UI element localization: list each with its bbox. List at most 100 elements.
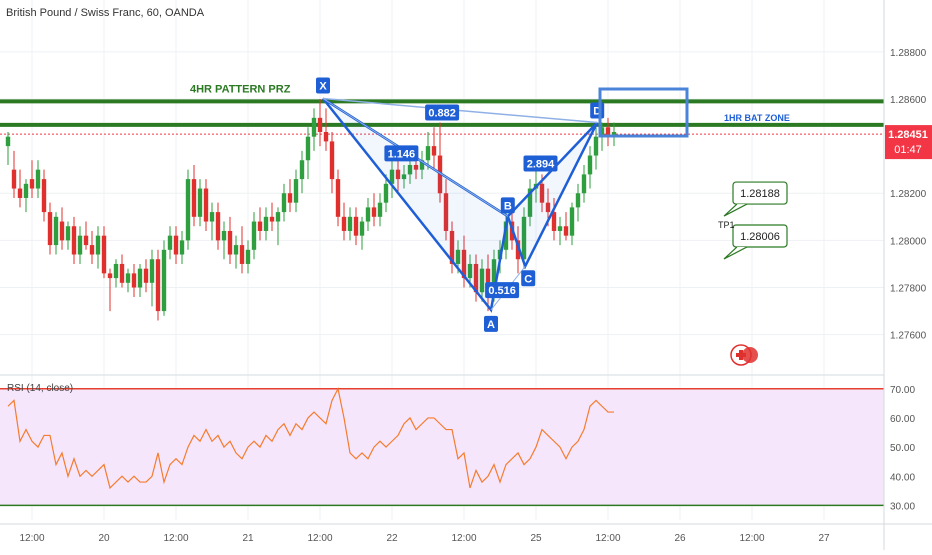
candle-body [77, 235, 83, 255]
pattern-point-badge [500, 197, 515, 214]
pattern-point-badge [521, 270, 536, 287]
target-tag: TP1 [718, 220, 735, 230]
candle-body [407, 164, 413, 175]
time-tick-label: 12:00 [595, 533, 620, 544]
candle-body [395, 169, 401, 180]
candle-body [239, 245, 245, 264]
candle-body [593, 136, 599, 156]
candle-body [155, 259, 161, 312]
candle-body [425, 146, 431, 161]
candle-body [257, 221, 263, 231]
candle-body [527, 188, 533, 217]
price-tick-label: 1.28600 [890, 95, 927, 106]
ratio-label: 0.516 [488, 285, 516, 297]
rsi-band [0, 388, 884, 506]
candle-body [419, 160, 425, 170]
candle-body [335, 179, 341, 217]
candle-body [611, 131, 617, 137]
level-label-prz: 4HR PATTERN PRZ [190, 83, 291, 95]
target-pointer [723, 203, 748, 217]
pattern-point-a: A [487, 319, 495, 331]
candle-body [251, 221, 257, 250]
time-tick-label: 12:00 [19, 533, 44, 544]
candle-body [23, 183, 29, 198]
candle-body [71, 226, 77, 255]
candle-body [311, 117, 317, 137]
candle-body [563, 226, 569, 236]
rsi-line [7, 386, 614, 490]
last-price-label: 1.28451 [888, 129, 928, 141]
pattern-xd [322, 97, 598, 124]
candle-body [119, 263, 125, 283]
candle-body [569, 207, 575, 236]
candle-body [575, 193, 581, 208]
chart-title: British Pound / Swiss Franc, 60, OANDA [6, 7, 205, 19]
candle-body [35, 169, 41, 189]
time-tick-label: 12:00 [451, 533, 476, 544]
pattern-point-b: B [504, 200, 512, 212]
target-pointer [723, 246, 748, 260]
candle-body [263, 216, 269, 231]
candle-body [443, 193, 449, 231]
candle-body [389, 169, 395, 184]
candle-body [431, 146, 437, 156]
candle-body [143, 268, 149, 283]
candle-body [41, 179, 47, 213]
rsi-label: RSI (14, close) [7, 383, 73, 394]
candles [5, 98, 617, 321]
candle-body [227, 230, 233, 255]
candle-body [401, 174, 407, 180]
candle-body [173, 235, 179, 255]
rsi-tick-label: 40.00 [890, 472, 915, 483]
candle-body [65, 226, 71, 241]
time-tick-label: 12:00 [739, 533, 764, 544]
candle-body [599, 127, 605, 137]
rsi-tick-label: 30.00 [890, 501, 915, 512]
pattern-point-d: D [593, 106, 601, 118]
candle-body [341, 216, 347, 231]
candle-body [491, 259, 497, 297]
candle-body [59, 221, 65, 241]
candle-body [11, 169, 17, 189]
time-tick-label: 25 [530, 533, 542, 544]
candle-body [461, 249, 467, 279]
candle-body [233, 245, 239, 255]
bat-zone-box [598, 87, 689, 138]
time-tick-label: 12:00 [163, 533, 188, 544]
candle-body [167, 235, 173, 250]
ratio-label: 0.882 [428, 108, 456, 120]
candle-body [179, 240, 185, 255]
candle-body [329, 141, 335, 180]
candle-body [473, 263, 479, 293]
candle-body [377, 202, 383, 217]
levels: 4HR PATTERN PRZ 1HR BAT ZONE [0, 83, 884, 135]
time-tick-label: 21 [242, 533, 254, 544]
candle-body [17, 188, 23, 198]
candle-body [371, 207, 377, 217]
price-tick-label: 1.28000 [890, 236, 927, 247]
candle-body [245, 249, 251, 264]
ratio-label: 1.146 [388, 148, 416, 160]
candle-body [587, 155, 593, 175]
candle-body [203, 188, 209, 222]
bat-zone-rect [598, 87, 689, 138]
price-tick-label: 1.28200 [890, 189, 927, 200]
target-label: 1.28188 [740, 188, 780, 200]
candle-body [347, 216, 353, 231]
price-axis: 1.28800 1.28600 1.28200 1.28000 1.27800 1.276… [883, 0, 932, 550]
pattern-point-c: C [524, 273, 532, 285]
time-tick-label: 22 [386, 533, 398, 544]
candle-body [221, 230, 227, 241]
price-tick-label: 1.28800 [890, 48, 927, 59]
candle-body [269, 216, 275, 222]
rsi-tick-label: 60.00 [890, 414, 915, 425]
candle-body [581, 174, 587, 194]
ratio-badge [425, 104, 460, 121]
candle-body [5, 136, 11, 147]
time-tick-label: 20 [98, 533, 110, 544]
candle-body [191, 179, 197, 217]
price-tick-label: 1.27600 [890, 331, 927, 342]
pattern-point-badge [484, 315, 498, 332]
